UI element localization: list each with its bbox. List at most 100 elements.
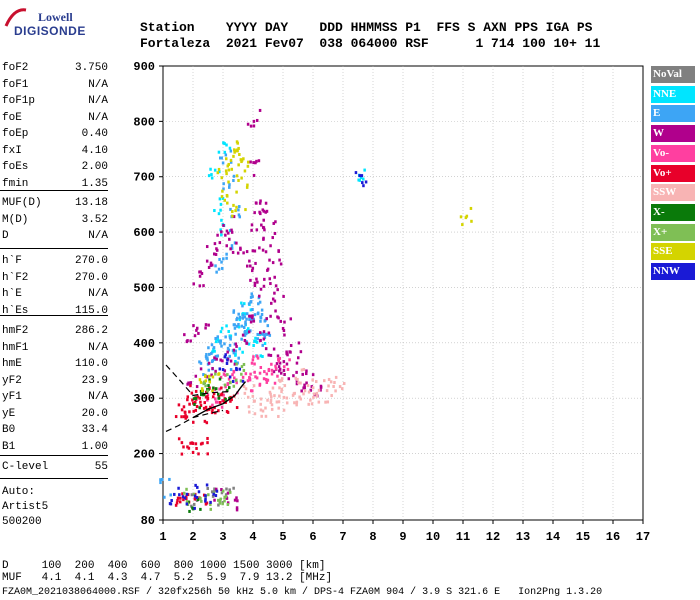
data-point-w bbox=[239, 246, 242, 250]
data-point-nnw bbox=[194, 483, 197, 487]
plot-frame bbox=[162, 65, 644, 521]
data-point-ssw bbox=[277, 378, 281, 382]
x-tick-label: 15 bbox=[576, 530, 590, 544]
data-point-ssw bbox=[251, 394, 255, 398]
data-point-ssw bbox=[282, 408, 286, 412]
data-point-noval bbox=[228, 488, 231, 492]
separator-line bbox=[0, 315, 108, 316]
legend-item-x: X+ bbox=[651, 223, 695, 241]
x-tick-label: 17 bbox=[636, 530, 650, 544]
data-point-e bbox=[243, 315, 246, 319]
data-point-sse bbox=[225, 172, 228, 176]
footer-muf-row: MUF 4.1 4.1 4.3 4.7 5.2 5.9 7.9 13.2 [MH… bbox=[2, 572, 333, 584]
param-row-fof2: foF2 3.750 bbox=[2, 62, 108, 76]
data-point-e bbox=[232, 310, 235, 314]
data-point-x bbox=[199, 507, 202, 511]
data-point-ssw bbox=[298, 395, 301, 399]
param-value: N/A bbox=[88, 111, 108, 124]
data-point-w bbox=[230, 230, 234, 234]
data-point-w bbox=[236, 251, 240, 255]
data-point-vo bbox=[182, 405, 186, 409]
data-point-e bbox=[256, 332, 259, 336]
x-tick-label: 4 bbox=[249, 530, 256, 544]
data-point-vo bbox=[246, 379, 250, 383]
data-point-e bbox=[245, 317, 248, 321]
data-point-ssw bbox=[264, 406, 267, 410]
data-point-nne bbox=[219, 208, 222, 212]
data-point-vo bbox=[194, 442, 198, 446]
data-point-w bbox=[262, 284, 266, 288]
data-point-x bbox=[202, 393, 206, 397]
data-point-ssw bbox=[285, 401, 289, 405]
data-point-noval bbox=[206, 486, 209, 490]
data-point-ssw bbox=[269, 398, 273, 402]
data-point-w bbox=[216, 233, 219, 237]
data-point-x bbox=[185, 500, 189, 504]
data-point-w bbox=[268, 258, 271, 262]
data-point-sse bbox=[245, 185, 249, 189]
param-name: fmin bbox=[2, 177, 29, 190]
data-point-w bbox=[300, 389, 303, 393]
data-point-w bbox=[275, 362, 279, 366]
data-point-vo bbox=[180, 441, 184, 445]
data-point-w bbox=[273, 275, 276, 279]
param-value: 20.0 bbox=[81, 407, 108, 420]
y-tick-label: 80 bbox=[141, 514, 155, 528]
data-point-e bbox=[237, 322, 240, 326]
data-point-nne bbox=[218, 170, 221, 174]
legend-item-nnw: NNW bbox=[651, 263, 695, 280]
data-point-vo bbox=[274, 364, 277, 368]
data-point-e bbox=[208, 352, 211, 356]
y-tick-label: 700 bbox=[133, 171, 155, 185]
data-point-vo bbox=[258, 382, 262, 386]
data-point-e bbox=[249, 317, 252, 321]
data-point-ssw bbox=[300, 368, 304, 372]
data-point-e bbox=[249, 300, 252, 304]
data-point-w bbox=[232, 215, 236, 219]
data-point-ssw bbox=[315, 391, 319, 395]
data-point-e bbox=[229, 160, 233, 164]
param-name: foF2 bbox=[2, 62, 29, 74]
data-point-sse bbox=[226, 201, 229, 205]
data-point-x bbox=[208, 378, 211, 382]
data-point-vo bbox=[193, 497, 197, 501]
autoscale-label: Auto: bbox=[2, 486, 36, 498]
data-point-w bbox=[269, 244, 272, 248]
data-point-sse bbox=[246, 183, 249, 187]
data-point-e bbox=[259, 315, 262, 319]
data-point-e bbox=[160, 478, 164, 482]
logo-arc-icon bbox=[4, 8, 27, 27]
data-point-w bbox=[215, 357, 218, 361]
data-point-w bbox=[319, 385, 323, 389]
data-point-x bbox=[204, 384, 207, 388]
data-point-w bbox=[235, 508, 239, 512]
param-value: 13.18 bbox=[74, 197, 108, 209]
data-point-ssw bbox=[325, 389, 329, 393]
data-point-vo bbox=[206, 436, 209, 440]
data-point-w bbox=[261, 248, 265, 252]
data-point-nne bbox=[219, 330, 223, 334]
data-point-vo bbox=[204, 395, 208, 399]
data-point-w bbox=[250, 223, 254, 227]
data-point-nne bbox=[207, 174, 211, 178]
data-point-nnw bbox=[362, 184, 365, 188]
data-point-sse bbox=[235, 174, 239, 178]
data-point-vo bbox=[206, 396, 210, 400]
data-point-w bbox=[249, 314, 252, 318]
data-point-e bbox=[222, 182, 225, 186]
data-point-e bbox=[220, 344, 223, 348]
data-point-ssw bbox=[244, 387, 248, 391]
data-point-w bbox=[195, 326, 199, 330]
param-row-he: h`E N/A bbox=[2, 288, 108, 302]
data-point-vo bbox=[219, 375, 223, 379]
data-point-nne bbox=[210, 176, 214, 180]
x-tick-label: 8 bbox=[369, 530, 376, 544]
data-point-w bbox=[250, 269, 254, 273]
data-point-sse bbox=[233, 148, 236, 152]
data-point-w bbox=[189, 339, 192, 343]
param-name: h`F2 bbox=[2, 271, 29, 284]
data-point-w bbox=[249, 278, 252, 282]
data-point-ssw bbox=[264, 414, 268, 418]
data-point-w bbox=[258, 201, 262, 205]
data-point-w bbox=[198, 274, 202, 278]
